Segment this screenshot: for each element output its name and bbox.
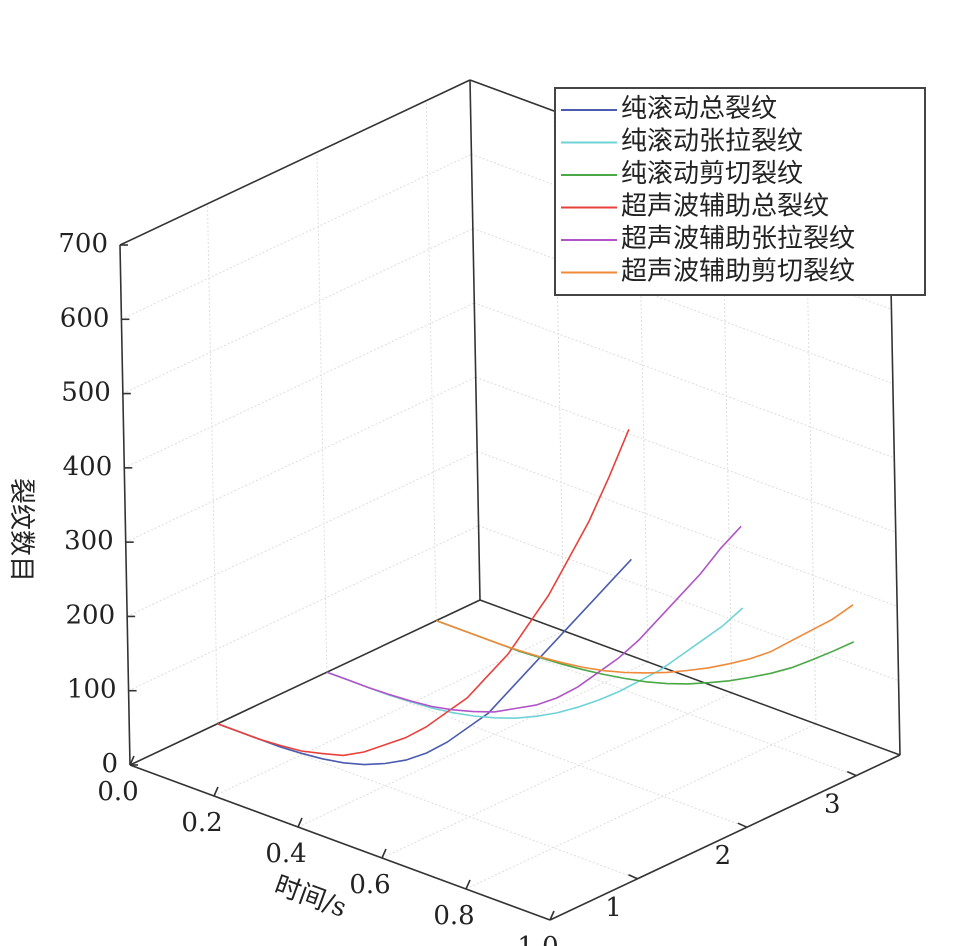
y-tick-label: 0 xyxy=(101,749,118,779)
tick-mark xyxy=(737,822,748,828)
axes-box: 0 100 200 300 400 500 600 700 0.0 0.2 0.4 0.6 0.8 1.0… xyxy=(58,79,901,946)
x-axis-title: 时间/s xyxy=(270,870,350,924)
axis-line xyxy=(889,234,901,756)
legend: 纯滚动总裂纹纯滚动张拉裂纹纯滚动剪切裂纹超声波辅助总裂纹超声波辅助张拉裂纹超声波… xyxy=(554,87,926,296)
grid-line xyxy=(326,671,748,828)
grid-line xyxy=(121,153,472,320)
grid-line xyxy=(475,376,896,533)
grid-line xyxy=(425,100,437,621)
x-tick-label: 0.8 xyxy=(433,901,474,931)
legend-label: 纯滚动总裂纹 xyxy=(621,94,777,124)
x-tick-label: 0.0 xyxy=(97,777,138,807)
grid-line xyxy=(124,302,475,469)
x-tick-label: 0.6 xyxy=(349,870,390,900)
y-tick-label: 500 xyxy=(61,378,111,408)
axis-line xyxy=(479,599,901,756)
x-tick-label: 1.0 xyxy=(517,932,558,946)
tick-mark xyxy=(846,770,857,777)
axis-line xyxy=(129,599,481,766)
grid-line xyxy=(207,203,218,724)
data-line xyxy=(436,619,855,685)
y-tick-label: 400 xyxy=(63,452,113,482)
data-line xyxy=(326,525,742,713)
legend-label: 纯滚动剪切裂纹 xyxy=(621,159,803,189)
grid-line xyxy=(126,450,478,617)
data-line xyxy=(217,428,630,757)
legend-box xyxy=(554,87,926,296)
legend-label: 超声波辅助剪切裂纹 xyxy=(621,257,855,287)
tick-mark xyxy=(129,755,135,766)
axis-line xyxy=(549,754,901,921)
grid-line xyxy=(465,723,817,890)
tick-mark xyxy=(549,910,555,921)
y-tick-label: 700 xyxy=(58,229,108,259)
grid-line xyxy=(122,228,474,395)
legend-label: 超声波辅助张拉裂纹 xyxy=(621,224,855,254)
axis-line xyxy=(129,764,551,921)
data-line xyxy=(217,558,632,766)
grid-line xyxy=(125,376,476,543)
axis-line xyxy=(119,79,471,246)
y-tick-label: 200 xyxy=(66,600,116,630)
grid-line xyxy=(297,661,649,828)
grid-line xyxy=(472,228,894,385)
z-tick-label: 1 xyxy=(605,893,622,923)
data-line xyxy=(436,604,854,674)
y-axis-title: 裂纹数目 xyxy=(6,478,36,582)
grid-line xyxy=(217,723,638,880)
legend-label: 超声波辅助总裂纹 xyxy=(621,192,829,222)
tick-mark xyxy=(381,848,387,859)
axis-line xyxy=(469,79,481,601)
tick-mark xyxy=(465,879,471,890)
plot-area xyxy=(217,428,855,766)
grid-line xyxy=(381,692,733,859)
grid-line xyxy=(478,525,899,682)
tick-mark xyxy=(628,874,638,880)
axis-line xyxy=(119,244,131,766)
y-tick-label: 100 xyxy=(67,675,117,705)
grid-line xyxy=(436,620,857,777)
legend-label: 纯滚动张拉裂纹 xyxy=(621,127,803,157)
z-tick-label: 3 xyxy=(824,790,841,820)
y-tick-label: 600 xyxy=(60,303,110,333)
y-tick-label: 300 xyxy=(64,526,114,556)
tick-mark xyxy=(297,817,303,828)
grid-line xyxy=(474,302,895,459)
tick-mark xyxy=(213,786,219,797)
x-tick-label: 0.4 xyxy=(265,839,306,869)
x-tick-label: 0.2 xyxy=(181,808,222,838)
grid-line xyxy=(128,525,479,692)
z-tick-label: 2 xyxy=(715,841,732,871)
grid-line xyxy=(316,152,328,673)
grid-line xyxy=(476,450,898,607)
grid-line xyxy=(213,630,565,797)
